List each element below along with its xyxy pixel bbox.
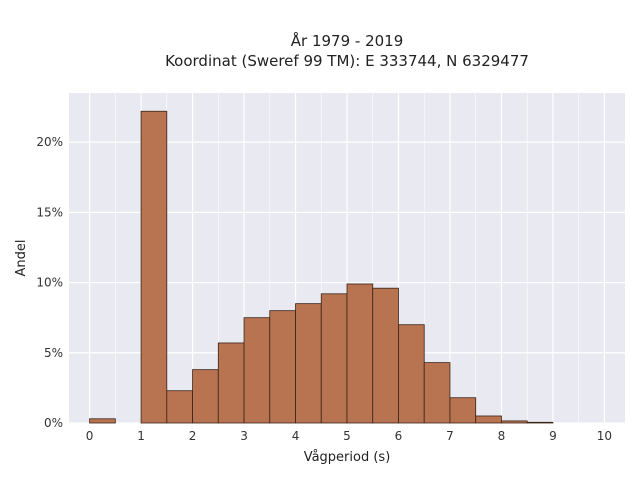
x-tick-label: 4 bbox=[292, 429, 300, 443]
x-axis-label: Vågperiod (s) bbox=[304, 450, 391, 465]
x-tick-label: 0 bbox=[86, 429, 94, 443]
histogram-bar bbox=[140, 110, 168, 424]
histogram-bar bbox=[243, 317, 271, 424]
x-tick-label: 9 bbox=[549, 429, 557, 443]
y-tick-label: 5% bbox=[44, 346, 63, 360]
x-tick-label: 3 bbox=[240, 429, 248, 443]
y-tick-label: 0% bbox=[44, 416, 63, 430]
histogram-bar bbox=[372, 287, 399, 424]
histogram-bar bbox=[295, 303, 322, 424]
y-axis-ticks: 0% 5% 10% 15% 20% bbox=[36, 135, 63, 430]
histogram-bar bbox=[449, 397, 477, 424]
histogram-bar bbox=[166, 390, 193, 424]
x-tick-label: 5 bbox=[343, 429, 351, 443]
histogram-bar bbox=[398, 324, 425, 424]
x-tick-label: 6 bbox=[395, 429, 403, 443]
histogram-bar bbox=[346, 283, 374, 424]
chart-title-line-2: Koordinat (Sweref 99 TM): E 333744, N 63… bbox=[165, 52, 529, 70]
x-tick-label: 7 bbox=[446, 429, 454, 443]
histogram-bar bbox=[320, 293, 348, 424]
x-axis-ticks: 0 1 2 3 4 5 6 7 8 9 10 bbox=[86, 429, 612, 443]
y-tick-label: 15% bbox=[36, 205, 63, 219]
histogram-bar bbox=[217, 342, 245, 424]
histogram-bar bbox=[501, 420, 528, 424]
histogram-bar bbox=[423, 362, 451, 424]
histogram-bar bbox=[89, 418, 116, 424]
y-tick-label: 20% bbox=[36, 135, 63, 149]
histogram-bar bbox=[475, 415, 502, 424]
x-tick-label: 1 bbox=[137, 429, 145, 443]
x-tick-label: 2 bbox=[189, 429, 197, 443]
histogram-bar bbox=[192, 369, 219, 424]
histogram-bar bbox=[269, 310, 296, 424]
histogram-bar bbox=[526, 421, 554, 424]
y-tick-label: 10% bbox=[36, 276, 63, 290]
x-tick-label: 8 bbox=[498, 429, 506, 443]
bars bbox=[89, 110, 554, 424]
chart-title-line-1: År 1979 - 2019 bbox=[291, 31, 404, 50]
y-axis-label: Andel bbox=[14, 240, 29, 277]
x-tick-label: 10 bbox=[597, 429, 612, 443]
